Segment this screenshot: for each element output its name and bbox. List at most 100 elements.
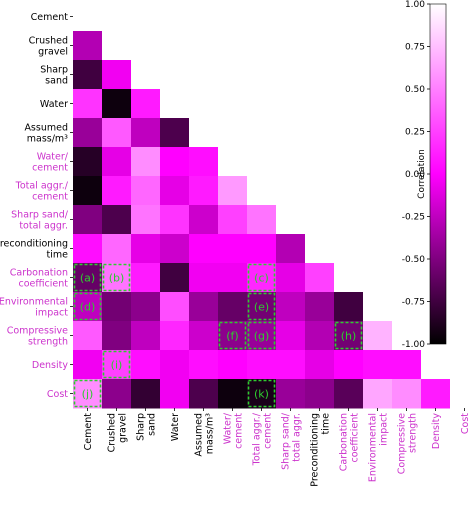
colorbar-label: Correlation [417,149,427,199]
cell-carbonation-coefficient-assumed-mass-m [189,263,219,293]
row-labels: Cement Crushed gravel Sharp sand Water Assumed… [0,12,73,400]
column-label-group: Environmentalimpact [368,413,390,482]
cell-sharp-sand-total-aggr-cement [73,205,103,235]
cell-carbonation-coefficient-water-cement [218,263,248,293]
colorbar-tick-label: 0.50 [405,85,425,95]
cell-density-sharp-sand-total-aggr [276,350,306,380]
column-label-total-aggr-cement: Total aggr./cement [252,412,274,466]
annotation-label: (k) [254,388,269,401]
cell-water-cement [73,89,103,119]
row-label-carbonation-coefficient: Carbonation coefficient [10,268,69,290]
cell-crushed-gravel-cement [73,31,103,61]
cell-crushed-gravel-crushed-gravel [102,31,132,61]
cell-sharp-sand-sharp-sand [131,60,161,90]
colorbar-tick-label: -1.00 [402,340,426,350]
cell-environmental-impact-carbonation-coefficient [334,292,364,322]
colorbar-tick-label: -0.75 [402,298,425,308]
annotation-box [102,263,131,292]
cell-cost-water [160,379,190,409]
column-label-water: Water [170,413,181,441]
row-label-water: Water [40,99,68,110]
column-label-group: Preconditioningtime [310,413,332,487]
column-label-group: Density [431,413,442,449]
cell-water-cement-water-cement [218,147,248,177]
row-label-total-aggr-cement: Total aggr./cement [15,181,69,203]
column-label-carbonation-coefficient: Carbonationcoefficient [339,413,361,472]
cell-carbonation-coefficient-carbonation-coefficient [334,263,364,293]
annotation-label: (i) [111,359,123,372]
cell-cost-sharp-sand-total-aggr [276,379,306,409]
cell-water-water [160,89,190,119]
cell-carbonation-coefficient-crushed-gravel [102,263,132,293]
annotation-label: (f) [226,330,238,343]
cell-cost-crushed-gravel [102,379,132,409]
cell-preconditioning-time-preconditioning-time [305,234,335,264]
cell-sharp-sand-total-aggr-sharp-sand [131,205,161,235]
annotation-boxes: (a) (b) (c) (d) (e) (f) (g) (h) (i) (j) (k) [73,263,363,408]
cell-preconditioning-time-crushed-gravel [102,234,132,264]
cell-compressive-strength-sharp-sand-total-aggr [276,321,306,351]
cell-cost-cost [450,379,474,409]
cell-preconditioning-time-sharp-sand-total-aggr [276,234,306,264]
column-label-compressive-strength: Compressivestrength [397,413,419,474]
annotation-box [247,379,276,408]
cell-sharp-sand-total-aggr-total-aggr-cement [247,205,277,235]
cell-environmental-impact-environmental-impact [363,292,393,322]
cell-cost-compressive-strength [392,379,422,409]
column-label-cement: Cement [83,413,94,451]
cell-cost-density [421,379,451,409]
colorbar-tick-label: 1.00 [405,0,425,10]
cell-cost-sharp-sand [131,379,161,409]
cell-assumed-mass-m-cement [73,118,103,148]
column-label-water-cement: Water/cement [223,412,245,449]
cell-assumed-mass-m-water [160,118,190,148]
annotation-label: (j) [82,388,94,401]
row-label-environmental-impact: Environmental impact [0,297,68,319]
column-label-group: Cement [83,413,94,451]
cell-total-aggr-cement-assumed-mass-m [189,176,219,206]
cell-carbonation-coefficient-sharp-sand [131,263,161,293]
colorbar-gradient [429,3,447,345]
cell-preconditioning-time-cement [73,234,103,264]
cell-carbonation-coefficient-total-aggr-cement [247,263,277,293]
column-label-environmental-impact: Environmentalimpact [368,413,390,482]
cell-cement-cement [73,2,103,32]
cell-environmental-impact-sharp-sand-total-aggr [276,292,306,322]
annotation-box [247,321,276,350]
cell-water-cement-crushed-gravel [102,147,132,177]
column-labels: Cement Crushedgravel Sharpsand Water Assumed… [83,408,471,487]
cell-total-aggr-cement-crushed-gravel [102,176,132,206]
column-label-group: Compressivestrength [397,413,419,474]
annotation-label: (c) [254,272,269,285]
cell-density-cement [73,350,103,380]
cell-density-assumed-mass-m [189,350,219,380]
cell-compressive-strength-assumed-mass-m [189,321,219,351]
cell-density-sharp-sand [131,350,161,380]
annotation-label: (g) [254,330,270,343]
cell-environmental-impact-sharp-sand [131,292,161,322]
cell-cost-environmental-impact [363,379,393,409]
column-label-group: Carbonationcoefficient [339,413,361,472]
row-label-assumed-mass-m: Assumed mass/m³ [24,123,68,145]
cell-density-total-aggr-cement [247,350,277,380]
cell-environmental-impact-assumed-mass-m [189,292,219,322]
column-label-sharp-sand: Sharpsand [136,413,158,441]
cell-carbonation-coefficient-preconditioning-time [305,263,335,293]
cell-compressive-strength-water [160,321,190,351]
cell-carbonation-coefficient-sharp-sand-total-aggr [276,263,306,293]
cell-environmental-impact-water-cement [218,292,248,322]
column-label-assumed-mass-m: Assumedmass/m³ [194,413,216,457]
cell-assumed-mass-m-crushed-gravel [102,118,132,148]
cell-preconditioning-time-assumed-mass-m [189,234,219,264]
row-label-cost: Cost [47,389,68,400]
colorbar-tick-label: 0.75 [405,43,425,53]
cell-density-density [421,350,451,380]
cell-cost-assumed-mass-m [189,379,219,409]
annotation-label: (h) [341,330,357,343]
annotation-box [73,263,102,292]
column-label-crushed-gravel: Crushedgravel [107,413,129,452]
annotation-box [73,292,102,321]
cell-preconditioning-time-total-aggr-cement [247,234,277,264]
annotation-box [102,350,131,379]
cell-total-aggr-cement-sharp-sand [131,176,161,206]
